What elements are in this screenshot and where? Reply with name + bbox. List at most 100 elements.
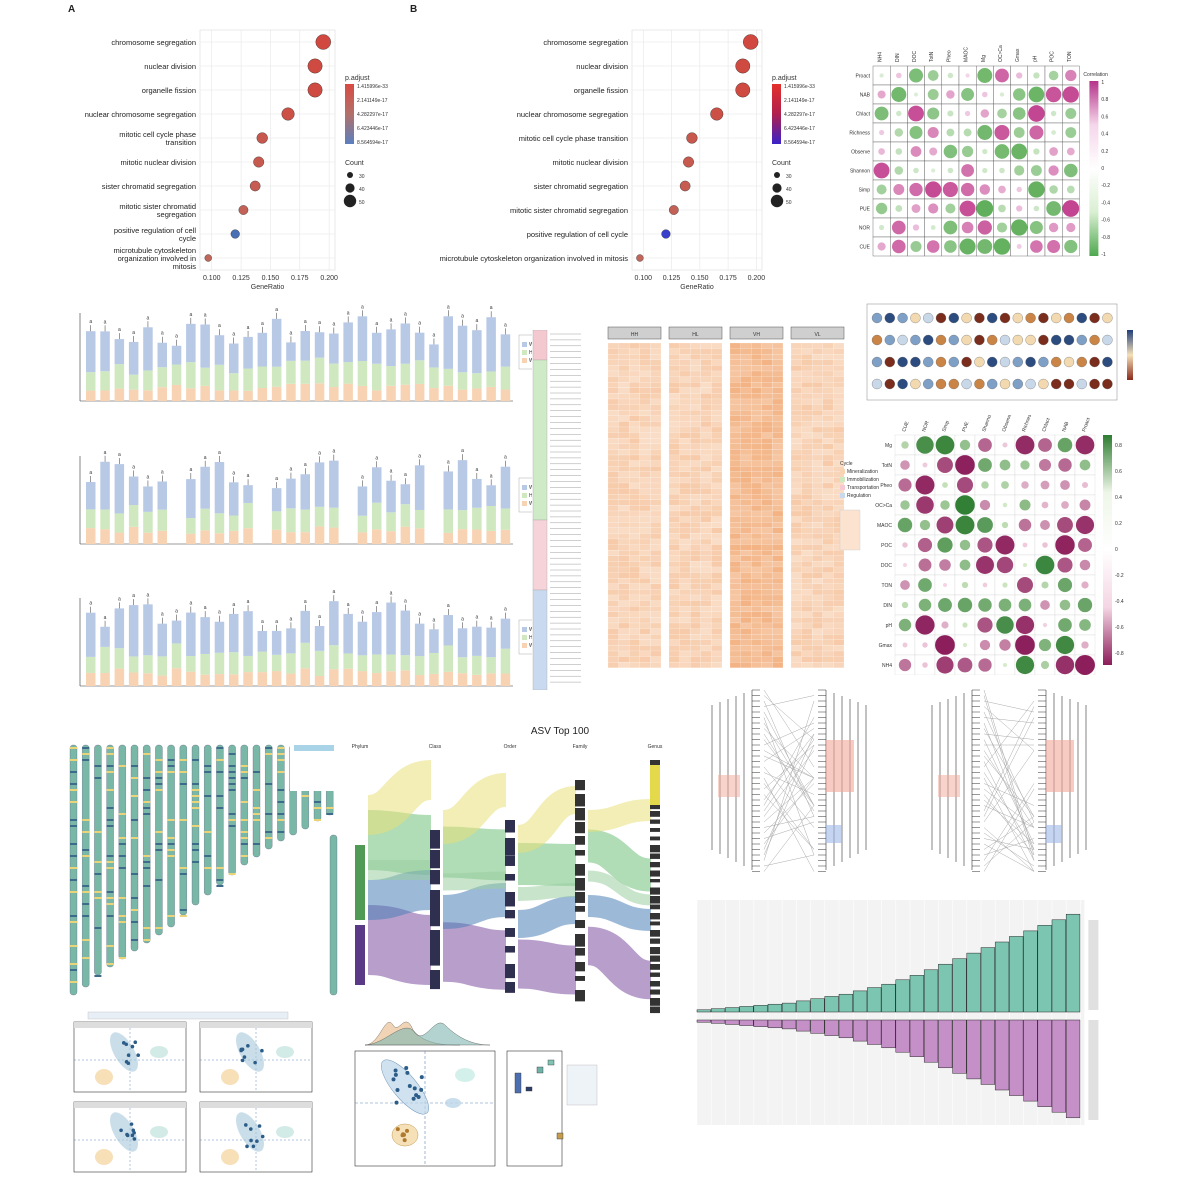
heat-cell <box>761 533 773 540</box>
tangle-link <box>763 783 815 834</box>
density-band <box>277 771 285 773</box>
strip-dot <box>1076 312 1087 324</box>
heat-cell <box>679 365 691 372</box>
heat-cell <box>761 566 773 573</box>
heat-cell <box>690 426 701 433</box>
heat-cell <box>668 662 680 668</box>
legend-tick: 0.4 <box>1101 132 1108 138</box>
heat-cell <box>607 393 619 400</box>
dot-point <box>230 229 240 239</box>
heat-cell <box>729 421 741 428</box>
heat-cell <box>690 488 701 495</box>
heat-cell <box>812 533 823 540</box>
heat-cell <box>668 410 680 416</box>
bar-segment-wild <box>114 339 125 365</box>
bar-segment-wild <box>200 324 210 368</box>
heat-cell <box>740 382 752 388</box>
heat-cell <box>690 359 701 366</box>
heat-cell <box>711 415 723 422</box>
corr-circle <box>995 68 1009 83</box>
bar-segment-wild <box>214 621 225 653</box>
heat-cell <box>812 398 823 405</box>
heat-cell <box>751 398 762 405</box>
density-band <box>216 867 224 869</box>
density-band <box>167 819 175 821</box>
density-band <box>118 957 126 959</box>
heat-cell <box>607 421 619 428</box>
heat-cell <box>679 650 691 657</box>
bar-segment-wrapped <box>214 390 225 401</box>
heat-cell <box>607 471 619 478</box>
density-band <box>204 771 212 773</box>
heat-cell <box>822 460 834 467</box>
heat-cell <box>618 348 630 355</box>
bar-segment-wrapped <box>457 529 468 544</box>
density-band <box>70 879 77 881</box>
heat-cell <box>801 561 813 568</box>
sankey-title: ASV Top 100 <box>531 726 590 737</box>
heat-cell <box>729 466 741 472</box>
x-axis-label: GeneRatio <box>680 284 714 291</box>
heat-cell <box>801 550 813 556</box>
heat-cell <box>639 348 651 355</box>
density-band <box>70 855 77 857</box>
density-band <box>94 891 102 893</box>
heat-cell <box>607 438 619 444</box>
heat-cell <box>650 505 662 512</box>
corr-circle <box>947 167 954 174</box>
significance-mark: a <box>433 332 436 338</box>
corr-circle <box>946 90 955 99</box>
heat-cell <box>690 611 701 618</box>
pca-ellipse <box>95 1149 113 1165</box>
tangle-link <box>983 700 1035 713</box>
bar-segment-wrapped <box>171 384 182 401</box>
heat-cell <box>740 522 752 528</box>
strip-dot <box>871 312 883 324</box>
corr-circle <box>901 601 909 609</box>
bar-segment-wrapped <box>357 671 368 686</box>
heat-cell <box>679 460 691 467</box>
legend-count-label: 30 <box>359 174 365 180</box>
corr-circle <box>1062 200 1080 217</box>
corr-circle <box>918 558 932 572</box>
heat-cell <box>618 611 630 618</box>
heat-cell <box>618 438 630 444</box>
density-band <box>94 975 102 977</box>
chromosome <box>252 744 261 858</box>
heat-cell <box>761 628 773 635</box>
corr-circle <box>979 184 991 195</box>
heat-cell <box>618 449 630 456</box>
heat-cell <box>729 544 741 551</box>
heat-cell <box>668 594 680 601</box>
heat-cell <box>729 387 741 394</box>
heat-cell <box>740 421 752 428</box>
heat-cell <box>812 482 823 489</box>
bar-segment-half <box>243 368 253 391</box>
legend-colorbar <box>1089 81 1099 256</box>
heat-cell <box>801 527 813 534</box>
heat-cell <box>711 477 723 484</box>
corr-circle <box>996 616 1014 634</box>
corr-circle <box>957 597 973 613</box>
bar-segment-wrapped <box>243 672 253 686</box>
significance-mark: a <box>247 473 250 479</box>
corr-circle <box>959 439 971 451</box>
heat-cell <box>711 606 723 612</box>
density-band <box>155 927 163 929</box>
heat-cell <box>833 354 845 360</box>
heat-cell <box>639 494 651 500</box>
strip-dot <box>1012 356 1023 368</box>
corr-circle <box>1030 240 1043 253</box>
heat-cell <box>618 538 630 545</box>
top-bar <box>1009 936 1024 1013</box>
heat-cell <box>607 566 619 573</box>
heat-cell <box>772 438 784 444</box>
corr-circle <box>982 167 988 174</box>
heat-cell <box>729 510 741 517</box>
heat-cell <box>700 594 712 601</box>
corr-circle <box>929 147 938 156</box>
density-band <box>143 861 151 863</box>
strip-dot <box>1102 356 1113 368</box>
sankey-node <box>575 948 585 956</box>
density-band <box>216 795 224 797</box>
